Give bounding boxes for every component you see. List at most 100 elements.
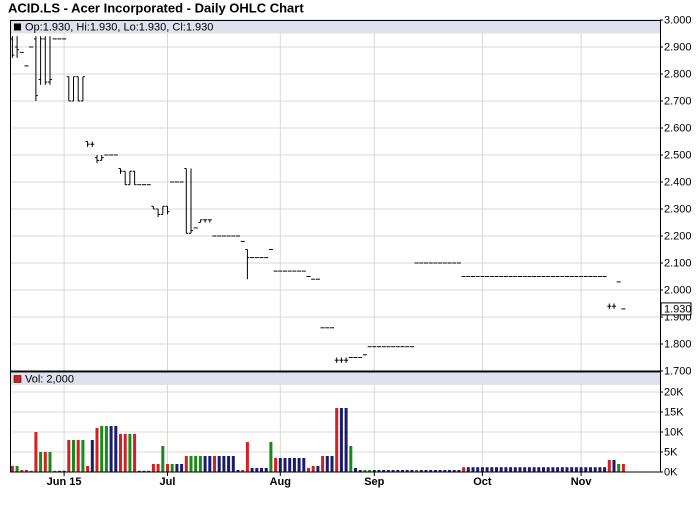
volume-bar bbox=[217, 456, 221, 472]
volume-bar bbox=[499, 467, 503, 472]
volume-bar bbox=[532, 467, 536, 472]
volume-bar bbox=[476, 467, 480, 472]
volume-bar bbox=[349, 446, 353, 472]
volume-bar bbox=[424, 470, 428, 472]
volume-bar bbox=[448, 470, 451, 472]
volume-bar bbox=[123, 434, 127, 472]
y-tick-label: 2.900 bbox=[664, 41, 692, 53]
volume-bar bbox=[189, 456, 193, 472]
x-tick-label: Nov bbox=[571, 476, 593, 488]
volume-bar bbox=[410, 470, 414, 472]
volume-bar bbox=[523, 467, 527, 472]
volume-bar bbox=[104, 426, 108, 472]
volume-bar bbox=[391, 470, 395, 472]
volume-bar bbox=[264, 468, 268, 472]
volume-bar bbox=[419, 470, 423, 472]
y-tick-label: 2.000 bbox=[664, 284, 692, 296]
volume-bar bbox=[170, 464, 174, 472]
volume-bar bbox=[15, 466, 19, 472]
volume-bar bbox=[119, 434, 122, 472]
volume-bar bbox=[556, 467, 560, 472]
legend-bar bbox=[10, 20, 661, 34]
volume-bar bbox=[203, 456, 207, 472]
volume-bar bbox=[236, 470, 240, 472]
volume-bar bbox=[198, 456, 202, 472]
volume-bar bbox=[363, 470, 367, 472]
volume-bar bbox=[457, 470, 461, 472]
volume-bar bbox=[405, 470, 409, 472]
volume-bar bbox=[443, 470, 447, 472]
volume-bar bbox=[278, 458, 282, 472]
volume-bar bbox=[396, 470, 400, 472]
volume-bar bbox=[269, 442, 273, 472]
y-tick-label: 2.500 bbox=[664, 149, 692, 161]
volume-bar bbox=[274, 458, 278, 472]
legend-text: Vol: 2,000 bbox=[25, 373, 74, 385]
volume-bar bbox=[34, 432, 38, 472]
volume-bar bbox=[462, 467, 466, 472]
volume-bar bbox=[307, 468, 310, 472]
volume-bar bbox=[311, 466, 315, 472]
volume-bar bbox=[598, 467, 602, 472]
volume-bar bbox=[565, 467, 569, 472]
volume-bar bbox=[415, 470, 419, 472]
y-tick-label: 1.800 bbox=[664, 338, 692, 350]
y-tick-label: 0K bbox=[664, 466, 678, 478]
volume-bar bbox=[133, 434, 137, 472]
volume-bar bbox=[527, 467, 531, 472]
volume-bar bbox=[560, 467, 564, 472]
volume-bar bbox=[95, 428, 99, 472]
volume-bar bbox=[504, 467, 508, 472]
volume-bar bbox=[358, 470, 362, 472]
volume-bar bbox=[621, 464, 625, 472]
volume-bar bbox=[325, 456, 329, 472]
y-tick-label: 2.800 bbox=[664, 68, 692, 80]
volume-bar bbox=[260, 468, 263, 472]
y-tick-label: 2.200 bbox=[664, 230, 692, 242]
volume-bar bbox=[297, 458, 301, 472]
volume-bar bbox=[509, 467, 513, 472]
volume-bar bbox=[25, 470, 28, 472]
marks bbox=[10, 36, 626, 472]
y-tick-label: 5K bbox=[664, 446, 678, 458]
volume-bar bbox=[86, 466, 90, 472]
volume-bar bbox=[513, 467, 517, 472]
volume-bar bbox=[142, 470, 146, 472]
y-tick-label: 3.000 bbox=[664, 14, 692, 26]
volume-bar bbox=[574, 467, 578, 472]
volume-bar bbox=[194, 456, 198, 472]
volume-bar bbox=[250, 468, 254, 472]
last-price-label: 1.930 bbox=[664, 303, 692, 315]
volume-bar bbox=[180, 464, 184, 472]
volume-bar bbox=[255, 468, 259, 472]
volume-bar bbox=[542, 467, 545, 472]
volume-bar bbox=[344, 408, 348, 472]
volume-bar bbox=[283, 458, 287, 472]
volume-bar bbox=[485, 467, 489, 472]
volume-bar bbox=[241, 470, 245, 472]
volume-bar bbox=[302, 458, 306, 472]
legend-swatch bbox=[13, 375, 22, 383]
volume-bar bbox=[372, 470, 376, 472]
chart-title: ACID.LS - Acer Incorporated - Daily OHLC… bbox=[8, 0, 304, 15]
volume-bar bbox=[471, 467, 475, 472]
volume-bar bbox=[330, 456, 334, 472]
volume-bar bbox=[335, 408, 339, 472]
volume-bar bbox=[20, 470, 24, 472]
volume-bar bbox=[593, 467, 597, 472]
volume-bar bbox=[67, 440, 71, 472]
volume-bar bbox=[109, 426, 113, 472]
y-tick-label: 15K bbox=[664, 406, 684, 418]
frame bbox=[10, 20, 661, 473]
volume-bar bbox=[382, 470, 386, 472]
volume-bar bbox=[227, 456, 231, 472]
volume-bar bbox=[537, 467, 541, 472]
volume-bar bbox=[114, 426, 118, 472]
x-tick-label: Jul bbox=[160, 476, 176, 488]
volume-bar bbox=[90, 440, 94, 472]
y-tick-label: 1.700 bbox=[664, 365, 692, 377]
volume-bar bbox=[166, 464, 169, 472]
volume-bar bbox=[292, 458, 296, 472]
volume-bar bbox=[429, 470, 433, 472]
